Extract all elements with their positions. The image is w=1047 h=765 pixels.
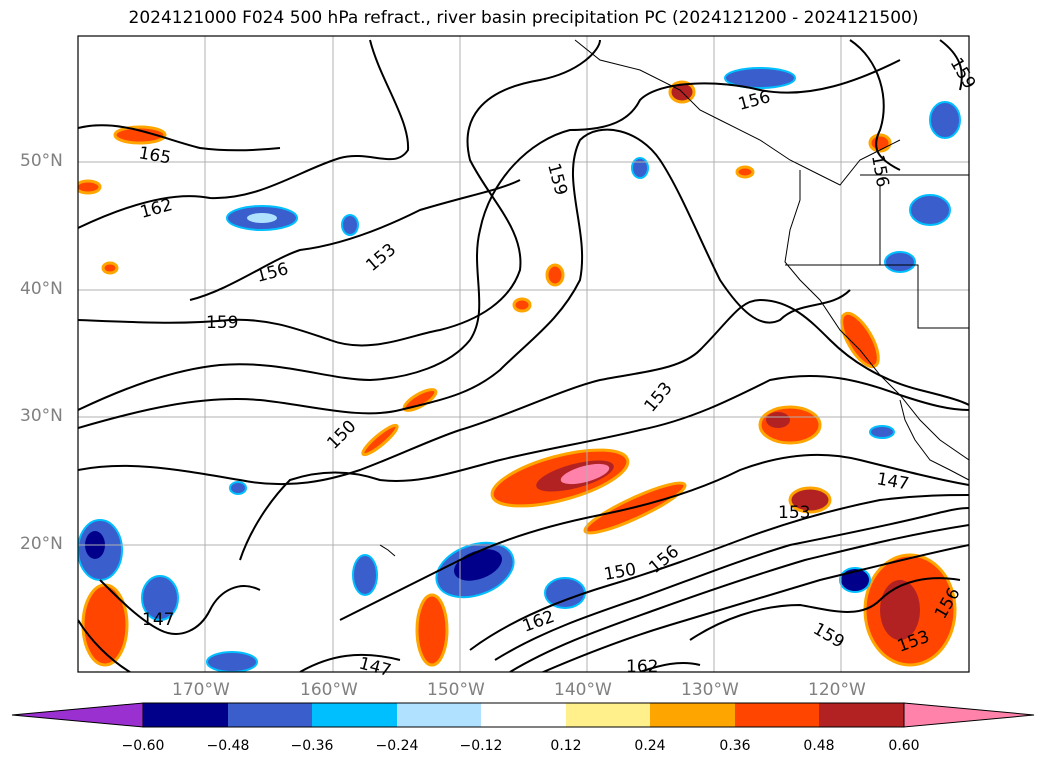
colorbar-tick: 0.12 bbox=[550, 738, 582, 754]
colorbar-tick: 0.60 bbox=[888, 738, 920, 754]
lon-label-170w: 170°W bbox=[172, 680, 230, 700]
colorbar-tick: −0.36 bbox=[290, 738, 334, 754]
colorbar-bin bbox=[228, 703, 312, 727]
colorbar-bin bbox=[481, 703, 566, 727]
colorbar-tick: −0.60 bbox=[121, 738, 165, 754]
colorbar-bin bbox=[312, 703, 397, 727]
contour-label: 162 bbox=[626, 657, 658, 677]
lat-label-20n: 20°N bbox=[20, 534, 63, 554]
lon-label-150w: 150°W bbox=[427, 680, 485, 700]
colorbar-bin bbox=[566, 703, 650, 727]
lon-label-120w: 120°W bbox=[808, 680, 866, 700]
lon-label-140w: 140°W bbox=[554, 680, 612, 700]
map-frame bbox=[77, 35, 970, 673]
coastlines bbox=[379, 39, 969, 557]
colorbar-bin bbox=[650, 703, 735, 727]
lat-label-50n: 50°N bbox=[20, 151, 63, 171]
graticule bbox=[78, 36, 969, 672]
contour-label: 147 bbox=[142, 610, 174, 630]
lon-label-130w: 130°W bbox=[681, 680, 739, 700]
colorbar-bin bbox=[735, 703, 819, 727]
colorbar-bin bbox=[819, 703, 904, 727]
colorbar-tick: 0.36 bbox=[719, 738, 751, 754]
colorbar-bin bbox=[143, 703, 228, 727]
contour-label: 159 bbox=[206, 313, 238, 333]
colorbar-extend-high bbox=[903, 702, 1035, 728]
lon-label-160w: 160°W bbox=[300, 680, 358, 700]
contour-label: 153 bbox=[778, 503, 810, 523]
colorbar-tick: −0.24 bbox=[375, 738, 419, 754]
map-title: 2024121000 F024 500 hPa refract., river … bbox=[128, 8, 919, 28]
contours bbox=[78, 39, 969, 672]
precipitation-field bbox=[78, 67, 961, 672]
colorbar-bin bbox=[397, 703, 481, 727]
colorbar-extend-low bbox=[11, 702, 144, 728]
colorbar-tick: 0.48 bbox=[803, 738, 835, 754]
colorbar-tick: −0.12 bbox=[459, 738, 503, 754]
colorbar-tick: −0.48 bbox=[206, 738, 250, 754]
lat-label-30n: 30°N bbox=[20, 406, 63, 426]
lat-label-40n: 40°N bbox=[20, 279, 63, 299]
colorbar-tick: 0.24 bbox=[634, 738, 666, 754]
colorbar bbox=[11, 702, 1035, 728]
